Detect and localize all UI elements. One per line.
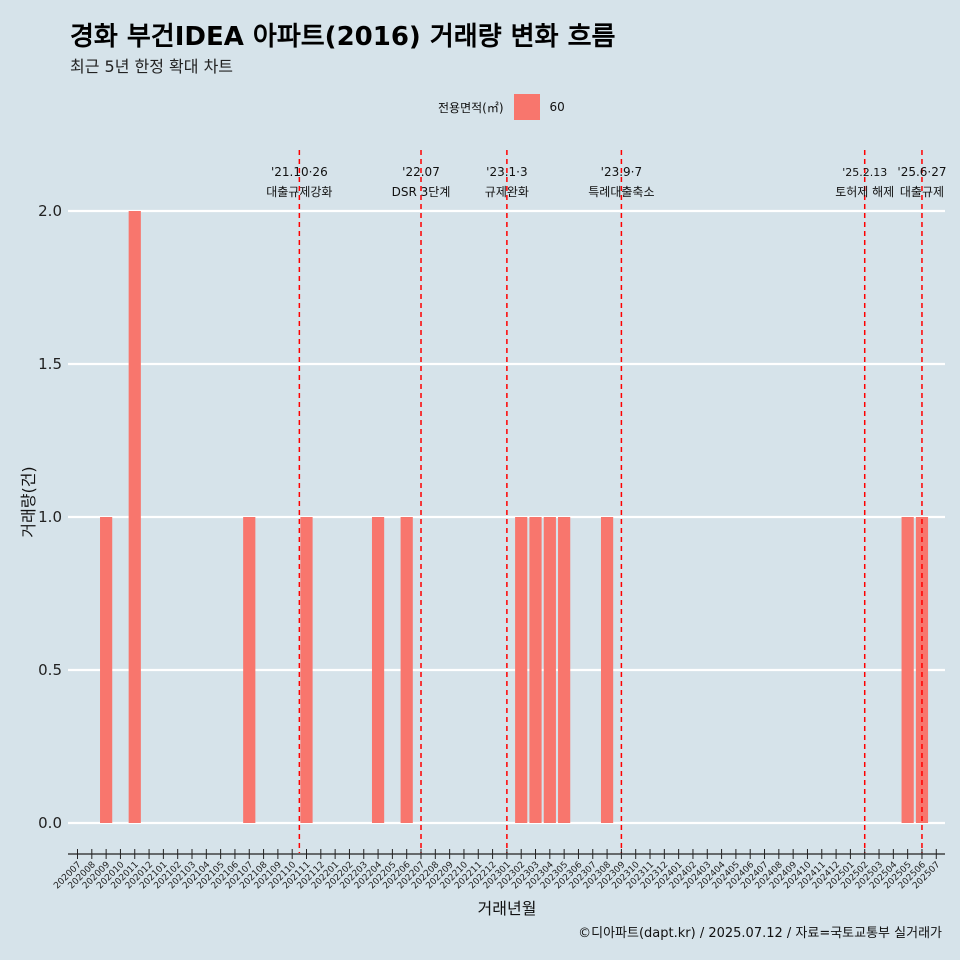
bar-202304 [543,517,556,823]
event-date-label: '25.6·27 [897,165,946,179]
bar-202011 [128,211,141,823]
chart-subtitle: 최근 5년 한정 확대 차트 [70,57,234,76]
bar-202303 [529,517,542,823]
event-lines: '21.10·26 대출규제강화 '22.07 DSR 3단계 '23.1·3 규제완화 '… [266,150,947,853]
y-tick-label: 0.0 [38,814,62,832]
bar-202107 [243,517,256,823]
bar-202111 [300,517,313,823]
y-tick-label: 1.5 [38,355,62,373]
chart-title: 경화 부건IDEA 아파트(2016) 거래량 변화 흐름 [70,22,616,52]
y-axis-label: 거래량(건) [19,466,38,537]
bar-202204 [371,517,385,823]
legend-label: 60 [549,100,565,114]
event-date-label: '23.9·7 [601,165,642,179]
bar-202206 [400,517,413,823]
gridlines [68,209,945,825]
bar-202506 [915,517,929,823]
legend-swatch [513,94,540,120]
bar-202505 [901,517,914,823]
event-date-label: '23.1·3 [486,165,527,179]
x-axis-label: 거래년월 [478,899,537,918]
event-name-label: 대출규제 [900,185,944,199]
event-name-label: 대출규제강화 [266,185,332,199]
event-name-label: 특례대출축소 [588,185,654,199]
legend: 전용면적(㎡) 60 [438,94,565,120]
bar-202009 [100,517,113,823]
event-date-label: '25.2.13 [842,166,887,179]
event-name-label: 토허제 해제 [835,185,894,199]
legend-title: 전용면적(㎡) [438,100,504,115]
bar-202302 [515,517,528,823]
bar-202308 [600,517,614,823]
source-caption: ©디아파트(dapt.kr) / 2025.07.12 / 자료=국토교통부 실… [578,926,942,941]
bars [100,211,929,823]
y-tick-label: 0.5 [38,661,62,679]
event-name-label: 규제완화 [485,185,529,199]
event-name-label: DSR 3단계 [392,185,451,199]
event-date-label: '22.07 [402,165,440,179]
x-axis: 2020072020082020092020102020112020122021… [52,849,945,891]
y-axis: 0.0 0.5 1.0 1.5 2.0 [38,202,62,832]
y-tick-label: 2.0 [38,202,62,220]
y-tick-label: 1.0 [38,508,62,526]
bar-202305 [558,517,571,823]
event-date-label: '21.10·26 [271,165,328,179]
